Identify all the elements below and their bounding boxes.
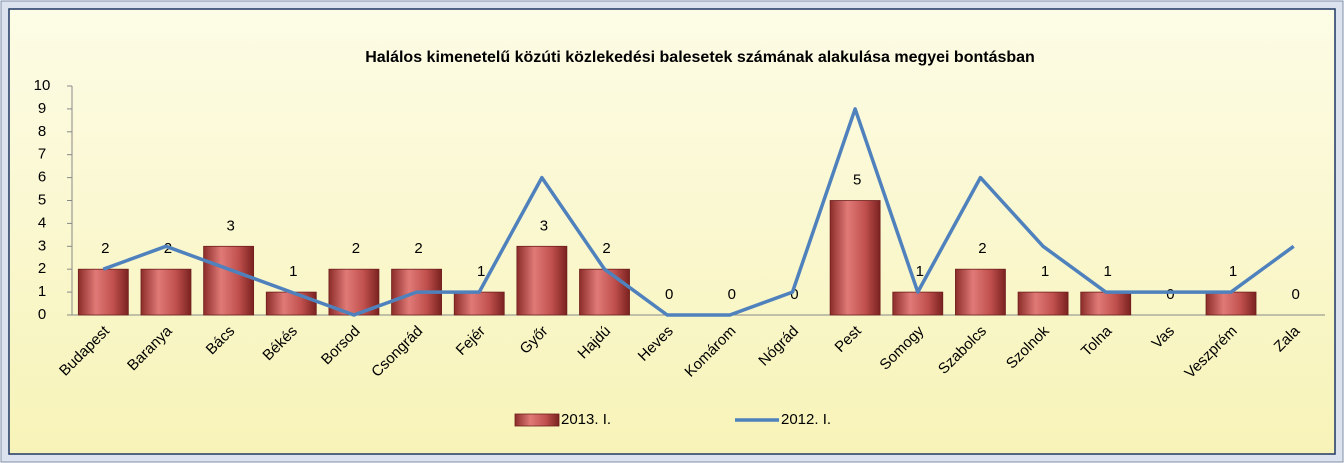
bar: [516, 245, 568, 316]
y-tick-label: 2: [38, 260, 46, 277]
bar: [1080, 291, 1132, 316]
y-tick-label: 9: [38, 100, 46, 117]
y-tick-label: 7: [38, 146, 46, 163]
bar: [453, 291, 505, 316]
y-tick-label: 4: [38, 214, 46, 231]
data-label: 2: [414, 240, 422, 257]
y-tick-label: 10: [34, 77, 51, 94]
data-label: 2: [101, 240, 109, 257]
bar: [892, 291, 944, 316]
bar: [579, 268, 630, 316]
y-tick-label: 6: [38, 169, 46, 186]
data-label: 1: [289, 263, 297, 280]
chart-area: [8, 8, 1336, 455]
data-label: 2: [352, 240, 360, 257]
data-label: 3: [540, 217, 548, 234]
y-tick-label: 3: [38, 237, 46, 254]
data-label: 0: [790, 286, 798, 303]
bar: [1205, 291, 1257, 316]
bar: [265, 291, 317, 316]
y-tick-label: 0: [38, 306, 46, 323]
line: [102, 107, 1295, 317]
data-label: 1: [916, 263, 924, 280]
data-label: 1: [1229, 263, 1237, 280]
legend-label: 2013. I.: [561, 411, 611, 428]
data-label: 1: [1104, 263, 1112, 280]
bar: [955, 268, 1006, 316]
data-label: 5: [853, 171, 861, 188]
data-label: 0: [1166, 286, 1174, 303]
data-label: 0: [1292, 286, 1300, 303]
data-label: 1: [477, 263, 485, 280]
bar: [829, 200, 881, 316]
data-label: 3: [226, 217, 234, 234]
legend-label: 2012. I.: [781, 411, 831, 428]
y-tick-label: 8: [38, 123, 46, 140]
data-label: 0: [728, 286, 736, 303]
y-tick-label: 5: [38, 191, 46, 208]
bar: [203, 245, 255, 316]
y-tick-label: 1: [38, 283, 46, 300]
data-label: 1: [1041, 263, 1049, 280]
data-label: 2: [602, 240, 610, 257]
bar: [1017, 291, 1069, 316]
bar: [77, 268, 129, 316]
bar: [140, 268, 192, 316]
data-label: 2: [978, 240, 986, 257]
legend-swatch: [514, 413, 560, 427]
chart-title: Halálos kimenetelű közúti közlekedési ba…: [365, 49, 1035, 66]
data-label: 0: [665, 286, 673, 303]
